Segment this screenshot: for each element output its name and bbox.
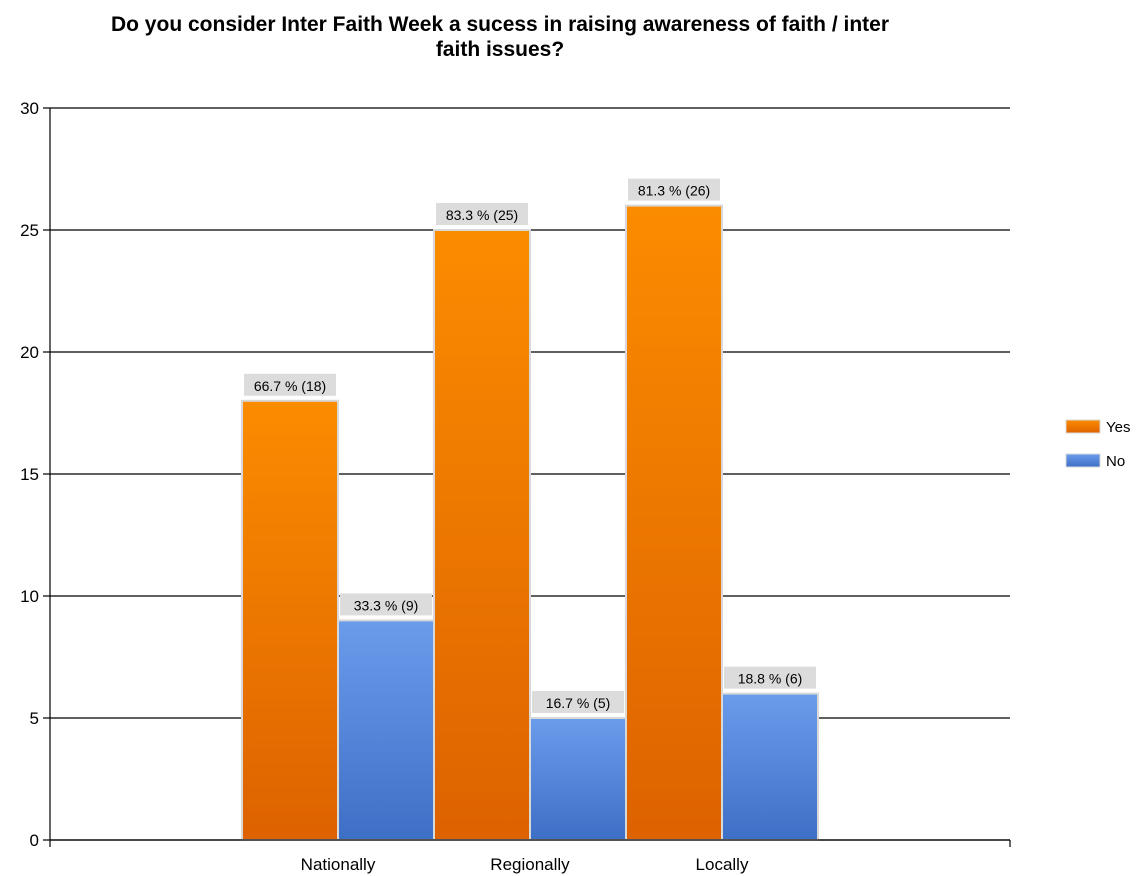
x-tick-label-nationally: Nationally <box>301 855 376 874</box>
chart-title-line-1: Do you consider Inter Faith Week a suces… <box>110 13 889 36</box>
data-label-no-nationally: 33.3 % (9) <box>340 593 432 616</box>
legend-item-yes: Yes <box>1065 419 1130 436</box>
bar-no-locally <box>721 692 819 841</box>
data-label-no-regionally: 16.7 % (5) <box>532 691 624 713</box>
data-label-yes-regionally: 83.3 % (25) <box>436 203 528 225</box>
y-tick-label: 15 <box>20 465 39 484</box>
y-tick-label: 5 <box>30 709 39 728</box>
data-label-background <box>436 203 528 225</box>
axes: 0 5 10 15 20 25 30 Nationally Regionally Locally <box>20 99 1011 874</box>
bars <box>241 204 819 842</box>
data-label-text: 18.8 % (6) <box>738 671 803 687</box>
bar-yes-locally <box>625 204 723 842</box>
x-tick-label-locally: Locally <box>696 855 749 874</box>
data-label-background <box>532 691 624 713</box>
data-label-text: 66.7 % (18) <box>254 378 326 394</box>
y-tick-label: 25 <box>20 221 39 240</box>
bar-no-nationally <box>337 619 435 842</box>
chart-title-line-2: faith issues? <box>435 38 565 61</box>
data-label-text: 83.3 % (25) <box>446 207 518 223</box>
legend-swatch-no <box>1065 453 1101 468</box>
data-labels: 66.7 % (18) 33.3 % (9) 83.3 % (25) 16.7 % (… <box>244 178 816 713</box>
bar-no-regionally <box>529 717 627 841</box>
data-label-text: 33.3 % (9) <box>354 597 419 613</box>
data-label-background <box>340 593 432 616</box>
data-label-background <box>724 666 816 689</box>
bar-yes-regionally <box>433 229 531 841</box>
legend-item-no: No <box>1065 453 1125 470</box>
data-label-background <box>628 178 720 201</box>
x-tick-label-regionally: Regionally <box>490 855 570 874</box>
y-tick-label: 20 <box>20 343 39 362</box>
legend-label-yes: Yes <box>1106 419 1130 436</box>
data-label-yes-locally: 81.3 % (26) <box>628 178 720 201</box>
y-tick-label: 30 <box>20 99 39 118</box>
legend-swatch-yes <box>1065 419 1101 434</box>
y-tick-label: 10 <box>20 587 39 606</box>
legend: Yes No <box>1065 419 1130 470</box>
data-label-yes-nationally: 66.7 % (18) <box>244 373 336 396</box>
y-tick-label: 0 <box>30 831 39 850</box>
data-label-text: 16.7 % (5) <box>546 695 611 711</box>
bar-yes-nationally <box>241 399 339 841</box>
legend-label-no: No <box>1106 453 1125 470</box>
data-label-no-locally: 18.8 % (6) <box>724 666 816 689</box>
data-label-background <box>244 373 336 396</box>
chart-title: Do you consider Inter Faith Week a suces… <box>0 12 1000 62</box>
data-label-text: 81.3 % (26) <box>638 183 710 199</box>
